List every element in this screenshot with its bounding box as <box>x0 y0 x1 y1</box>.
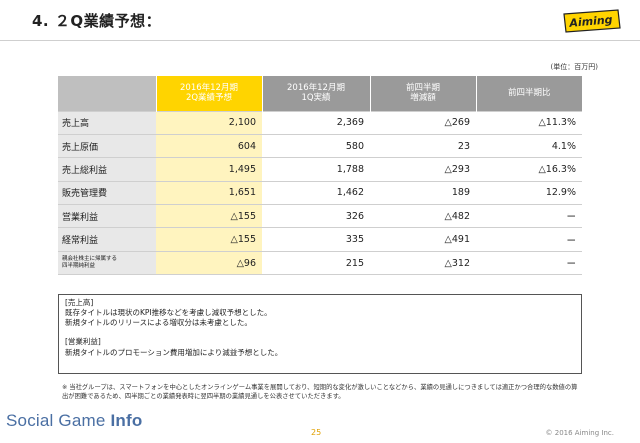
cell-ratio: 4.1% <box>476 134 582 159</box>
cell-forecast: △155 <box>156 204 262 229</box>
notes-op-line: 新規タイトルのプロモーション費用増加により減益予想とした。 <box>65 347 283 357</box>
cell-ratio: △11.3% <box>476 110 582 135</box>
copyright: © 2016 Aiming Inc. <box>545 429 614 437</box>
cell-actual: 2,369 <box>262 110 370 135</box>
table-row: 売上総利益 1,495 1,788 △293 △16.3% <box>58 157 582 182</box>
notes-sales-line: 新規タイトルのリリースによる増収分は未考慮とした。 <box>65 318 252 328</box>
cell-ratio: ー <box>476 204 582 229</box>
notes-sales-line: 既存タイトルは現状のKPI推移などを考慮し減収予想とした。 <box>65 308 272 318</box>
notes-op-heading: [営業利益] <box>65 337 101 347</box>
page-number: 25 <box>311 428 322 437</box>
header-blank <box>58 76 157 111</box>
cell-actual: 1,788 <box>262 157 370 182</box>
header-actual: 2016年12月期 1Q実績 <box>262 76 371 111</box>
cell-actual: 335 <box>262 227 370 252</box>
unit-label: (単位：百万円) <box>550 63 598 71</box>
cell-diff: 189 <box>370 181 476 206</box>
table-row: 販売管理費 1,651 1,462 189 12.9% <box>58 181 582 206</box>
table-header-row: 2016年12月期 2Q業績予想 2016年12月期 1Q実績 前四半期 増減額 前四… <box>58 76 582 111</box>
table-row: 売上原価 604 580 23 4.1% <box>58 134 582 159</box>
row-label: 営業利益 <box>58 204 156 229</box>
row-label: 売上総利益 <box>58 157 156 182</box>
table-row: 経常利益 △155 335 △491 ー <box>58 227 582 252</box>
table-row: 親会社株主に帰属する 四半期純利益 △96 215 △312 ー <box>58 251 582 276</box>
cell-actual: 326 <box>262 204 370 229</box>
cell-diff: △312 <box>370 251 476 276</box>
header-ratio: 前四半期比 <box>476 76 582 111</box>
cell-forecast: 604 <box>156 134 262 159</box>
row-label: 売上高 <box>58 110 156 135</box>
row-label: 親会社株主に帰属する 四半期純利益 <box>58 251 156 276</box>
results-table: 2016年12月期 2Q業績予想 2016年12月期 1Q実績 前四半期 増減額 前四… <box>58 76 582 276</box>
logo-text: Aiming <box>568 13 613 30</box>
cell-ratio: ー <box>476 227 582 252</box>
cell-forecast: 1,495 <box>156 157 262 182</box>
cell-forecast: △155 <box>156 227 262 252</box>
row-label: 販売管理費 <box>58 181 156 206</box>
cell-actual: 580 <box>262 134 370 159</box>
title-divider <box>0 40 640 41</box>
cell-diff: △269 <box>370 110 476 135</box>
cell-forecast: 1,651 <box>156 181 262 206</box>
row-label: 売上原価 <box>58 134 156 159</box>
cell-forecast: △96 <box>156 251 262 276</box>
cell-actual: 215 <box>262 251 370 276</box>
aiming-logo: Aiming <box>563 9 621 33</box>
slide-title: 4. ２Q業績予想： <box>32 12 162 30</box>
cell-ratio: △16.3% <box>476 157 582 182</box>
cell-forecast: 2,100 <box>156 110 262 135</box>
cell-ratio: 12.9% <box>476 181 582 206</box>
watermark: Social Game Info <box>6 411 143 430</box>
table-row: 営業利益 △155 326 △482 ー <box>58 204 582 229</box>
cell-diff: △482 <box>370 204 476 229</box>
header-diff: 前四半期 増減額 <box>370 76 477 111</box>
header-forecast: 2016年12月期 2Q業績予想 <box>156 76 263 111</box>
notes-box: [売上高] 既存タイトルは現状のKPI推移などを考慮し減収予想とした。 新規タイ… <box>58 294 582 374</box>
cell-ratio: ー <box>476 251 582 276</box>
cell-actual: 1,462 <box>262 181 370 206</box>
cell-diff: △293 <box>370 157 476 182</box>
footnote: ※ 当社グループは、スマートフォンを中心としたオンラインゲーム事業を展開しており… <box>62 384 578 400</box>
table-row: 売上高 2,100 2,369 △269 △11.3% <box>58 110 582 135</box>
cell-diff: △491 <box>370 227 476 252</box>
row-label: 経常利益 <box>58 227 156 252</box>
cell-diff: 23 <box>370 134 476 159</box>
notes-sales-heading: [売上高] <box>65 298 94 307</box>
